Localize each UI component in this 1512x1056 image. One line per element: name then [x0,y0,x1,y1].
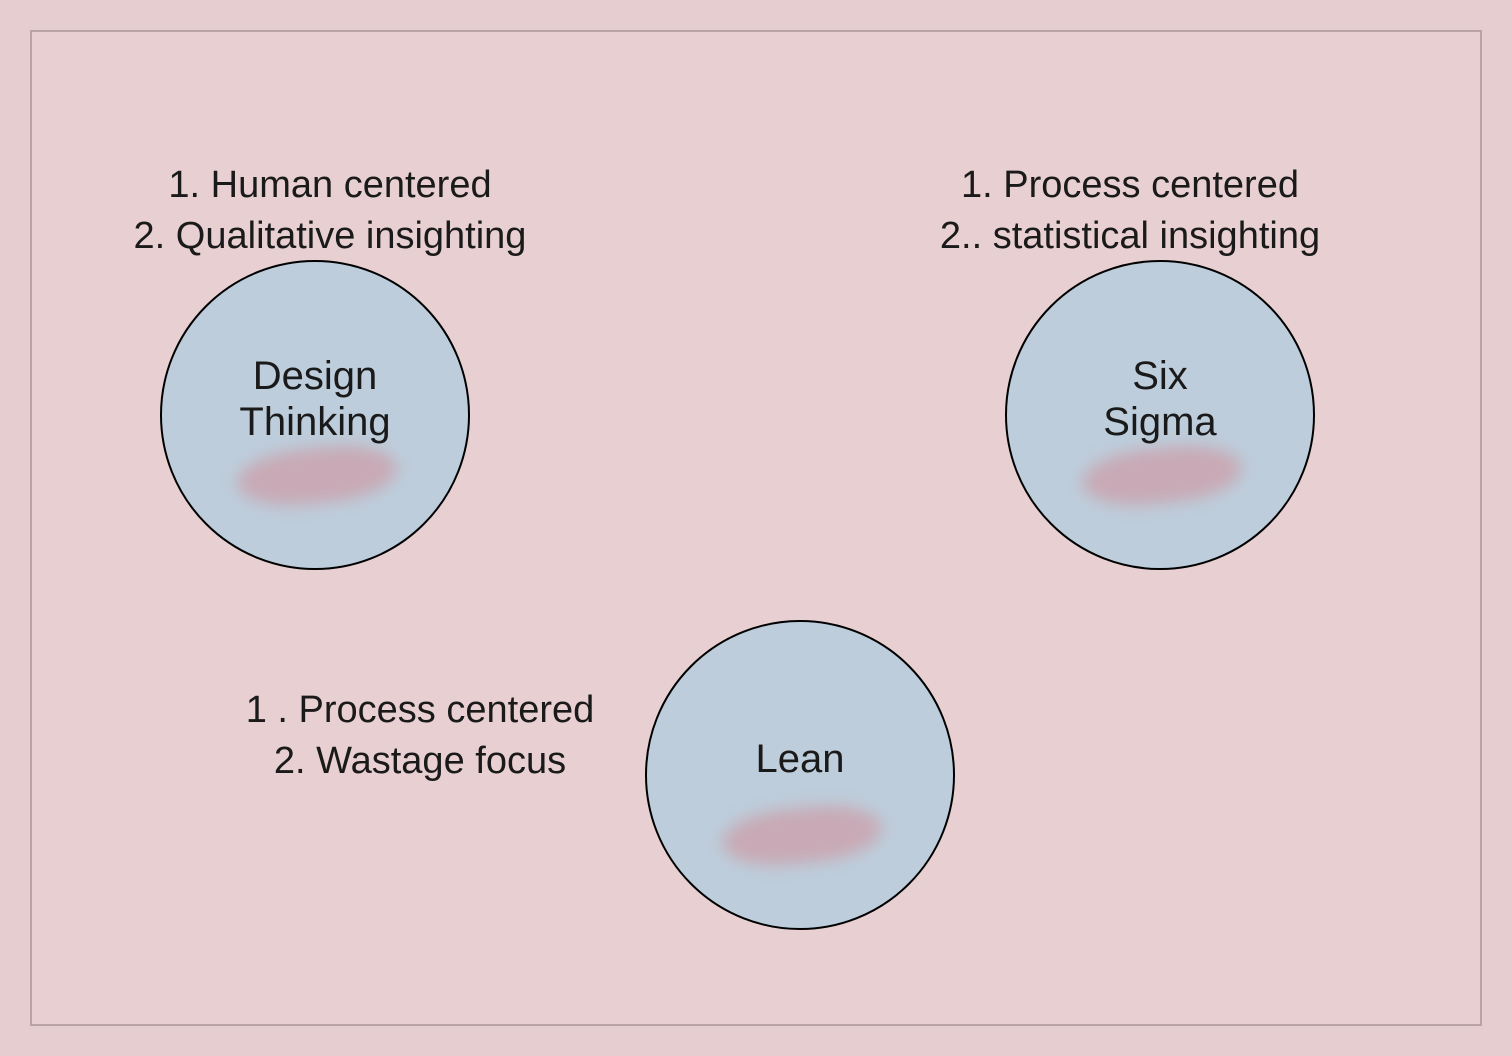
circle-design-thinking: Design Thinking [160,260,470,570]
smudge-icon [1080,440,1245,511]
circle-label-six-sigma: Six Sigma [1103,353,1216,445]
circle-label-lean: Lean [756,736,845,782]
circle-lean: Lean [645,620,955,930]
caption-six-sigma: 1. Process centered 2.. statistical insi… [830,160,1430,263]
caption-lean: 1 . Process centered 2. Wastage focus [120,685,720,788]
diagram-canvas: 1. Human centered 2. Qualitative insight… [0,0,1512,1056]
circle-label-design-thinking: Design Thinking [239,353,390,445]
smudge-icon [720,800,885,871]
caption-design-thinking: 1. Human centered 2. Qualitative insight… [30,160,630,263]
circle-six-sigma: Six Sigma [1005,260,1315,570]
smudge-icon [235,440,400,511]
